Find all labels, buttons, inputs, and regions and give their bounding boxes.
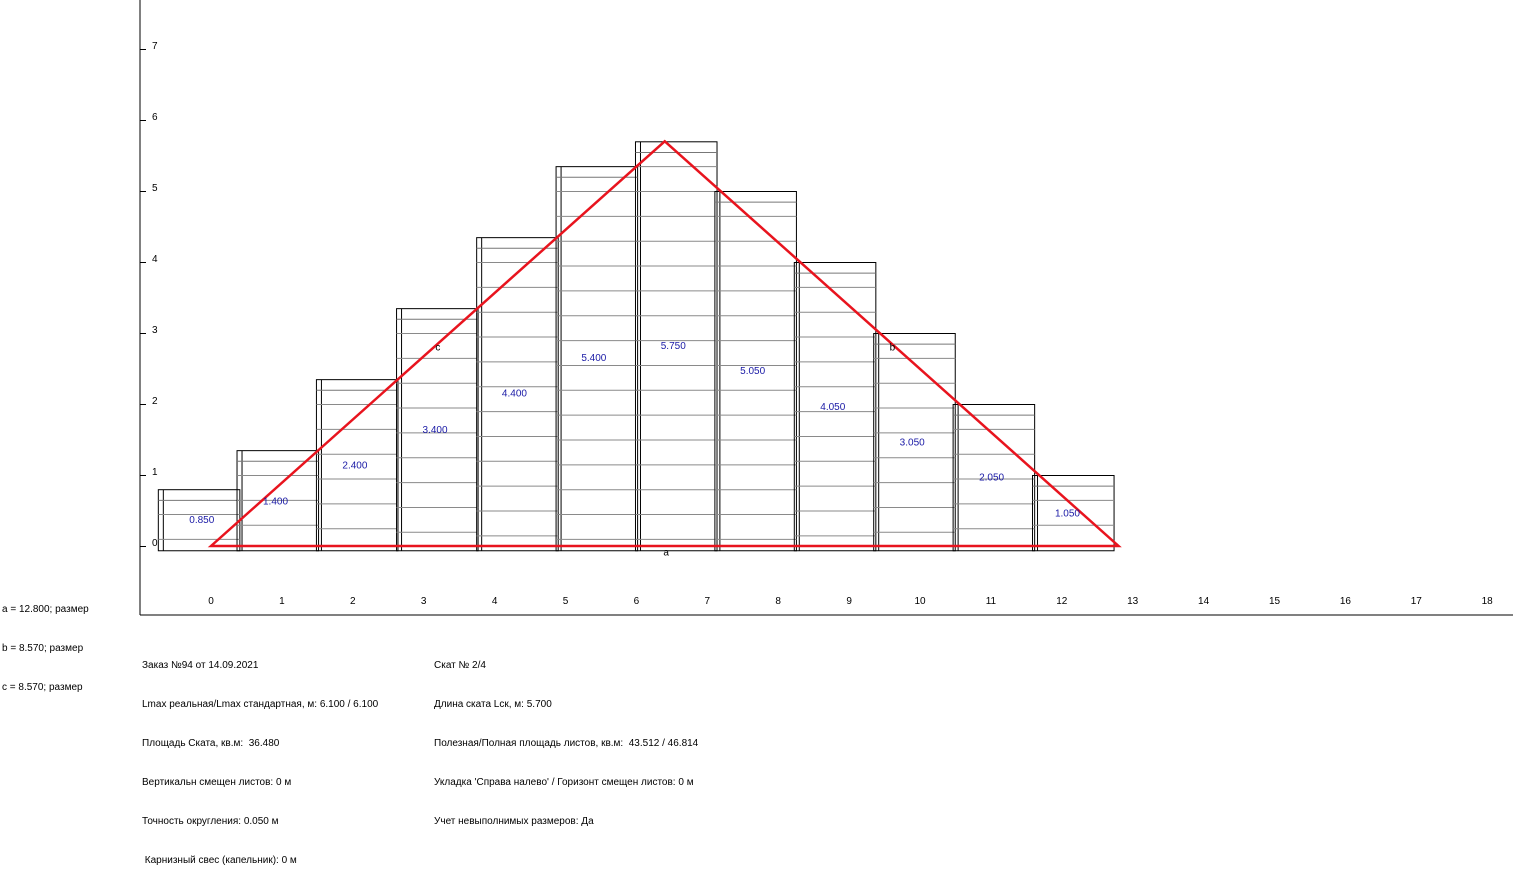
dimensions-list: a = 12.800; размер b = 8.570; размер c =… bbox=[2, 577, 89, 707]
x-tick-label: 15 bbox=[1269, 596, 1281, 607]
x-tick-label: 8 bbox=[775, 596, 781, 607]
x-tick-label: 7 bbox=[705, 596, 711, 607]
sheet-length-label: 1.400 bbox=[263, 497, 288, 508]
sheet-outline bbox=[634, 141, 718, 552]
x-tick-label: 6 bbox=[634, 596, 640, 607]
y-tick-label: 3 bbox=[152, 325, 158, 336]
slope-area: Площадь Ската, кв.м: 36.480 bbox=[142, 738, 280, 749]
sheet-length-label: 4.050 bbox=[820, 402, 845, 413]
sheets-layer bbox=[157, 141, 1115, 552]
x-tick-label: 2 bbox=[350, 596, 356, 607]
sheet-outline bbox=[952, 404, 1036, 552]
dimension-b: b = 8.570; размер bbox=[2, 643, 84, 654]
sheet-outline bbox=[873, 333, 956, 552]
vertical-offset: Вертикальн смещен листов: 0 м bbox=[142, 777, 292, 788]
y-tick-label: 1 bbox=[152, 467, 158, 478]
vertex-label: b bbox=[890, 342, 896, 353]
sheet-length-label: 3.400 bbox=[423, 425, 448, 436]
x-tick-label: 1 bbox=[279, 596, 285, 607]
x-tick-label: 4 bbox=[492, 596, 498, 607]
x-tick-label: 9 bbox=[846, 596, 852, 607]
x-tick-label: 14 bbox=[1198, 596, 1210, 607]
laying-direction: Укладка 'Справа налево' / Горизонт смеще… bbox=[434, 777, 694, 788]
sheet-length-label: 4.400 bbox=[502, 389, 527, 400]
sheet bbox=[315, 379, 399, 552]
sheet-length-label: 2.050 bbox=[979, 472, 1004, 483]
sheet-length-label: 5.400 bbox=[581, 353, 606, 364]
sheet-length-label: 5.750 bbox=[661, 341, 686, 352]
vertex-label: a bbox=[663, 548, 669, 559]
lmax-info: Lmax реальная/Lmax стандартная, м: 6.100… bbox=[142, 699, 379, 710]
sheet bbox=[793, 262, 877, 552]
x-tick-label: 0 bbox=[208, 596, 214, 607]
x-tick-label: 5 bbox=[563, 596, 569, 607]
y-tick-label: 0 bbox=[152, 538, 158, 549]
sheet-outline bbox=[315, 379, 399, 552]
order-number: Заказ №94 от 14.09.2021 bbox=[142, 660, 259, 671]
dimension-c: c = 8.570; размер bbox=[2, 682, 83, 693]
sheet bbox=[157, 489, 241, 552]
sheet bbox=[396, 308, 479, 552]
sheet bbox=[236, 450, 320, 552]
labels-layer: 0.850 1.400 2.400 3.400 4.400 5.400 5.750 5.050… bbox=[189, 341, 1080, 559]
y-tick-label: 2 bbox=[152, 396, 158, 407]
sheet-length-label: 5.050 bbox=[740, 366, 765, 377]
sheet bbox=[634, 141, 718, 552]
sheet-outline bbox=[793, 262, 877, 552]
order-info: Заказ №94 от 14.09.2021 Lmax реальная/Lm… bbox=[142, 633, 378, 880]
sheet-length-label: 0.850 bbox=[189, 515, 214, 526]
sheet bbox=[873, 333, 956, 552]
eave-overhang: Карнизный свес (капельник): 0 м bbox=[142, 855, 297, 866]
rounding-precision: Точность округления: 0.050 м bbox=[142, 816, 279, 827]
sheet-area: Полезная/Полная площадь листов, кв.м: 43… bbox=[434, 738, 699, 749]
x-tick-label: 17 bbox=[1411, 596, 1423, 607]
sheet-outline bbox=[396, 308, 479, 552]
sheet-outline bbox=[476, 237, 559, 552]
dimension-a: a = 12.800; размер bbox=[2, 604, 89, 615]
slope-triangle bbox=[207, 139, 1122, 548]
sheet bbox=[714, 191, 797, 552]
sheet bbox=[1032, 475, 1115, 552]
slope-number: Скат № 2/4 bbox=[434, 660, 486, 671]
y-tick-label: 4 bbox=[152, 254, 158, 265]
y-tick-label: 5 bbox=[152, 183, 158, 194]
y-tick-label: 7 bbox=[152, 41, 158, 52]
x-tick-label: 11 bbox=[986, 596, 997, 607]
x-tick-label: 3 bbox=[421, 596, 427, 607]
sheet bbox=[476, 237, 559, 552]
sheet bbox=[555, 166, 639, 552]
impossible-sizes: Учет невыполнимых размеров: Да bbox=[434, 816, 594, 827]
sheet-length-label: 2.400 bbox=[342, 460, 367, 471]
sheet-outline bbox=[555, 166, 639, 552]
x-tick-label: 13 bbox=[1127, 596, 1139, 607]
sheet bbox=[952, 404, 1036, 552]
vertex-label: c bbox=[435, 342, 440, 353]
sheet-length-label: 1.050 bbox=[1055, 509, 1080, 520]
slope-info: Скат № 2/4 Длина ската Lск, м: 5.700 Пол… bbox=[434, 633, 698, 841]
x-tick-label: 16 bbox=[1340, 596, 1352, 607]
x-tick-label: 10 bbox=[914, 596, 926, 607]
y-tick-label: 6 bbox=[152, 112, 158, 123]
slope-outline bbox=[207, 139, 1122, 548]
x-tick-label: 12 bbox=[1056, 596, 1068, 607]
x-tick-label: 18 bbox=[1482, 596, 1494, 607]
slope-length: Длина ската Lск, м: 5.700 bbox=[434, 699, 552, 710]
sheet-outline bbox=[1032, 475, 1115, 552]
sheet-length-label: 3.050 bbox=[900, 438, 925, 449]
sheet-outline bbox=[714, 191, 797, 552]
